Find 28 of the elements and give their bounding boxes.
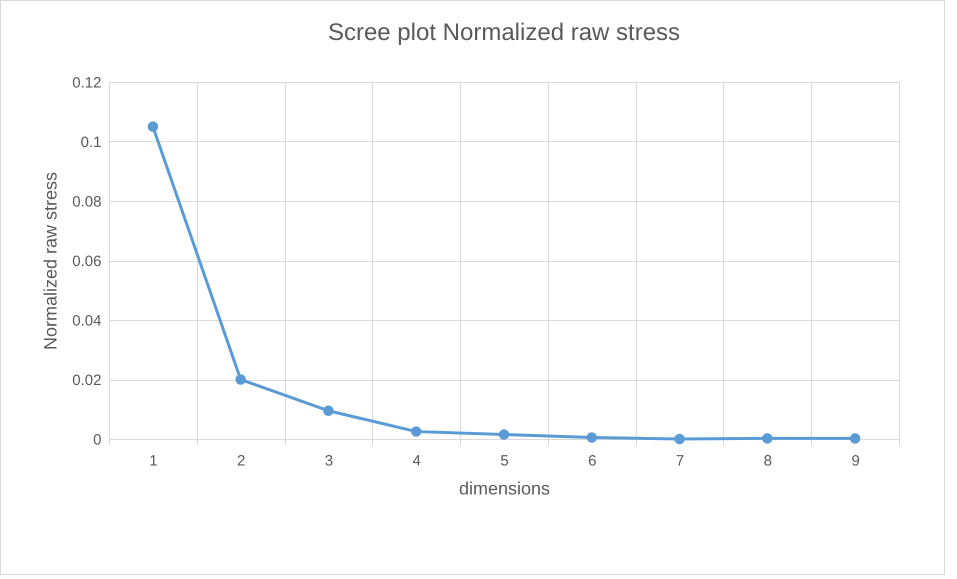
x-tick-label: 6 [588, 452, 596, 470]
x-tick-label: 3 [324, 452, 334, 470]
x-tick-label: 9 [851, 452, 860, 470]
y-tick-label: 0.12 [72, 74, 102, 92]
x-tick-label: 1 [149, 452, 158, 470]
point [762, 433, 773, 444]
y-tick-label: 0.06 [72, 253, 102, 270]
y-tick-label: 0.08 [72, 194, 102, 210]
point [235, 374, 246, 385]
x-axis-title: dimensions [458, 478, 550, 498]
point [498, 429, 510, 440]
point [323, 406, 334, 416]
chart-title: Scree plot Normalized raw stress [328, 19, 680, 46]
point [410, 426, 422, 437]
point [674, 434, 685, 444]
y-tick-label: 0 [93, 432, 102, 448]
x-tick-label: 4 [412, 452, 421, 470]
point [586, 432, 598, 443]
y-tick-label: 0.02 [72, 372, 102, 389]
x-tick-label: 8 [764, 452, 772, 470]
x-tick-label: 2 [236, 452, 246, 470]
y-tick-label: 0.04 [72, 312, 102, 330]
x-tick-label: 5 [500, 452, 509, 470]
y-axis-title: Normalized raw stress [40, 172, 60, 350]
point [148, 121, 158, 132]
point [850, 433, 860, 444]
x-tick-label: 7 [676, 452, 684, 470]
y-tick-label: 0.1 [80, 134, 102, 151]
